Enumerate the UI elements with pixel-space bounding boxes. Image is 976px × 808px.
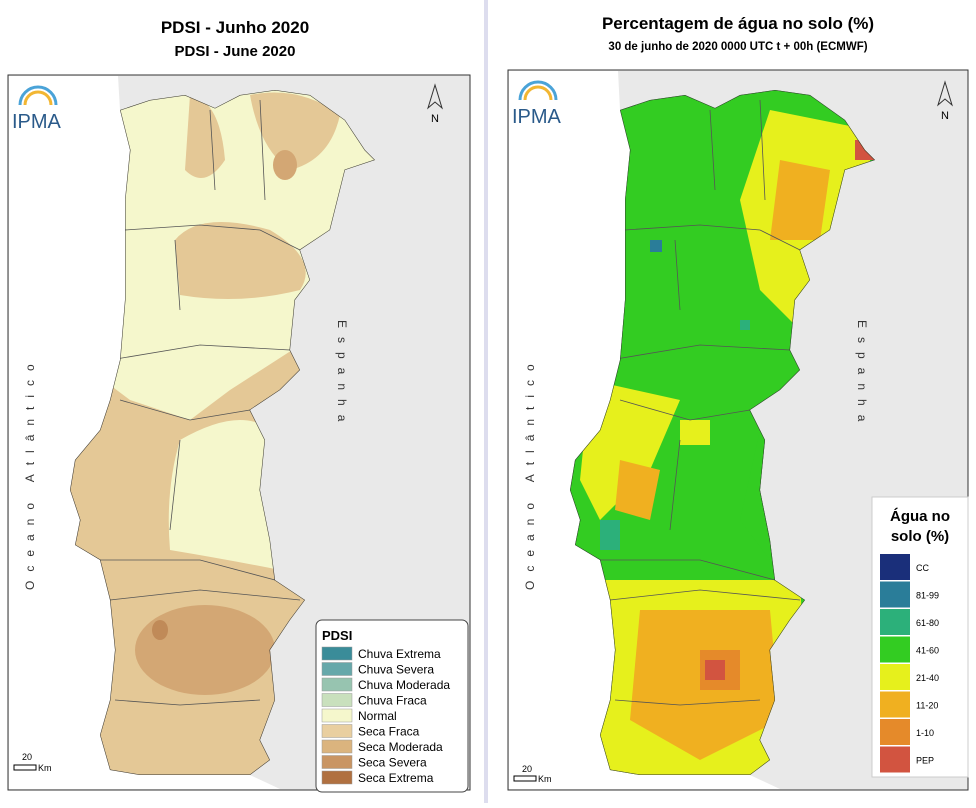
scale-label: 20 (522, 764, 532, 774)
ocean (509, 71, 780, 789)
legend-label: Seca Extrema (358, 771, 434, 785)
ocean-label: Oceano Atlântico (523, 355, 537, 590)
scale-unit: Km (38, 763, 52, 773)
legend-title: PDSI (322, 628, 352, 643)
country-label: Espanha (855, 320, 869, 430)
legend-title: Água no (890, 508, 950, 525)
legend-swatch (880, 581, 910, 608)
legend-label: CC (916, 563, 929, 573)
legend-label: PEP (916, 756, 934, 766)
legend-label: Normal (358, 709, 397, 723)
north-label: N (941, 110, 949, 122)
legend-swatch (321, 677, 353, 692)
legend-label: Chuva Fraca (358, 694, 427, 708)
scale-bar (13, 764, 37, 771)
legend-label: 1-10 (916, 728, 934, 738)
scale-bar (513, 775, 537, 782)
legend-swatch (321, 708, 353, 723)
legend-swatch (880, 719, 910, 745)
logo-arc (23, 90, 53, 106)
logo: IPMA (12, 111, 62, 133)
scale-label: 20 (22, 752, 32, 762)
legend-swatch (321, 724, 353, 738)
legend-swatch (880, 609, 910, 635)
legend-swatch (321, 755, 353, 769)
logo: IPMA (512, 106, 562, 128)
country-label: Espanha (335, 320, 349, 430)
legend-label: Chuva Moderada (358, 678, 450, 692)
legend-label: Seca Severa (358, 756, 427, 770)
legend-swatch (880, 746, 910, 773)
ocean (9, 76, 280, 789)
legend-swatch (880, 554, 910, 580)
logo-arc (523, 85, 553, 101)
legend-label: Chuva Severa (358, 663, 434, 677)
ocean-label: Oceano Atlântico (23, 355, 37, 590)
legend-swatch (321, 646, 353, 661)
map-right: Oceano Atlântico Espanha IPMA N 20 Km Ág… (507, 69, 969, 791)
legend-label: Chuva Extrema (358, 647, 441, 661)
legend-title: solo (%) (891, 528, 949, 545)
legend-label: 11-20 (916, 701, 938, 711)
north-arrow (427, 83, 443, 110)
title: Percentagem de água no solo (%) (602, 14, 874, 33)
legend-swatch (321, 693, 353, 707)
scale-unit: Km (538, 774, 552, 784)
logo-arc (18, 85, 58, 106)
subtitle: 30 de junho de 2020 0000 UTC t + 00h (EC… (608, 41, 867, 53)
legend-label: Seca Fraca (358, 725, 420, 739)
legend-label: 81-99 (916, 591, 939, 601)
legend-swatch (880, 691, 910, 718)
legend-label: 21-40 (916, 673, 939, 683)
legend-swatch (880, 636, 910, 663)
subtitle: PDSI - June 2020 (175, 43, 296, 60)
legend-label: 61-80 (916, 618, 939, 628)
logo-arc (518, 80, 558, 101)
legend-swatch (321, 770, 353, 785)
north-arrow (937, 80, 953, 107)
title: PDSI - Junho 2020 (161, 18, 309, 37)
legend-label: 41-60 (916, 646, 939, 656)
legend-swatch (321, 662, 353, 676)
legend (315, 619, 469, 793)
legend-label: Seca Moderada (358, 740, 443, 754)
legend-swatch (321, 739, 353, 754)
legend-items: CC 81-99 61-80 41-60 21-40 11-20 1-10 PEP (880, 554, 939, 773)
map-left: Oceano Atlântico Espanha IPMA N 20 Km PD… (7, 74, 471, 793)
legend-swatch (880, 664, 910, 690)
north-label: N (431, 113, 439, 125)
